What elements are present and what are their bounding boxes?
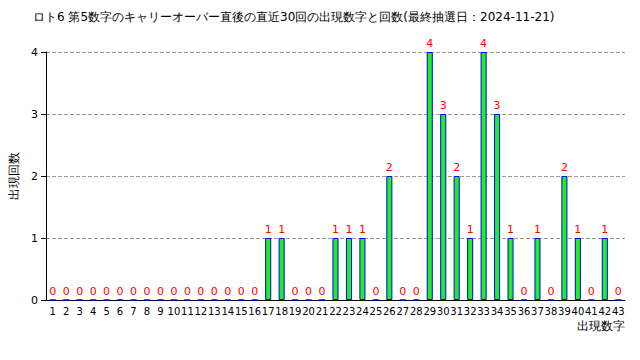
svg-text:1: 1 <box>359 223 366 236</box>
svg-text:20: 20 <box>302 306 315 317</box>
svg-text:30: 30 <box>437 306 450 317</box>
svg-text:1: 1 <box>345 223 352 236</box>
svg-text:0: 0 <box>305 285 312 298</box>
svg-text:0: 0 <box>130 285 137 298</box>
svg-text:24: 24 <box>356 306 369 317</box>
svg-text:0: 0 <box>372 285 379 298</box>
svg-text:43: 43 <box>612 306 625 317</box>
svg-text:12: 12 <box>194 306 207 317</box>
svg-text:0: 0 <box>319 285 326 298</box>
svg-text:0: 0 <box>103 285 110 298</box>
svg-text:1: 1 <box>278 223 285 236</box>
svg-text:33: 33 <box>477 306 490 317</box>
svg-text:1: 1 <box>534 223 541 236</box>
svg-text:3: 3 <box>31 108 38 121</box>
svg-text:40: 40 <box>572 306 585 317</box>
svg-text:1: 1 <box>265 223 272 236</box>
svg-text:18: 18 <box>275 306 288 317</box>
svg-text:3: 3 <box>494 99 501 112</box>
svg-text:27: 27 <box>396 306 409 317</box>
svg-text:ロト6 第5数字のキャリーオーバー直後の直近30回の出現数字: ロト6 第5数字のキャリーオーバー直後の直近30回の出現数字と回数(最終抽選日：… <box>33 10 554 24</box>
svg-text:2: 2 <box>31 170 38 183</box>
svg-text:32: 32 <box>464 306 477 317</box>
svg-text:22: 22 <box>329 306 342 317</box>
svg-text:16: 16 <box>248 306 261 317</box>
svg-text:26: 26 <box>383 306 396 317</box>
svg-text:0: 0 <box>238 285 245 298</box>
svg-text:34: 34 <box>491 306 504 317</box>
svg-text:0: 0 <box>292 285 299 298</box>
svg-text:0: 0 <box>521 285 528 298</box>
svg-text:0: 0 <box>90 285 97 298</box>
svg-text:0: 0 <box>588 285 595 298</box>
svg-text:2: 2 <box>63 306 69 317</box>
svg-text:17: 17 <box>262 306 275 317</box>
svg-text:37: 37 <box>531 306 544 317</box>
svg-text:36: 36 <box>518 306 531 317</box>
svg-text:1: 1 <box>31 232 38 245</box>
svg-text:0: 0 <box>76 285 83 298</box>
svg-text:8: 8 <box>144 306 150 317</box>
svg-text:0: 0 <box>413 285 420 298</box>
svg-text:4: 4 <box>90 306 96 317</box>
svg-text:35: 35 <box>504 306 517 317</box>
svg-text:2: 2 <box>386 161 393 174</box>
svg-text:31: 31 <box>450 306 463 317</box>
svg-text:1: 1 <box>467 223 474 236</box>
svg-text:13: 13 <box>208 306 221 317</box>
svg-text:0: 0 <box>170 285 177 298</box>
svg-text:0: 0 <box>197 285 204 298</box>
svg-text:0: 0 <box>143 285 150 298</box>
svg-text:9: 9 <box>157 306 163 317</box>
svg-text:21: 21 <box>316 306 329 317</box>
svg-text:42: 42 <box>598 306 611 317</box>
svg-text:29: 29 <box>423 306 436 317</box>
svg-text:39: 39 <box>558 306 571 317</box>
svg-text:41: 41 <box>585 306 598 317</box>
svg-text:0: 0 <box>184 285 191 298</box>
svg-text:0: 0 <box>251 285 258 298</box>
svg-text:出現数字: 出現数字 <box>577 319 625 333</box>
svg-text:19: 19 <box>289 306 302 317</box>
svg-text:15: 15 <box>235 306 248 317</box>
svg-text:0: 0 <box>117 285 124 298</box>
svg-text:5: 5 <box>103 306 109 317</box>
svg-text:1: 1 <box>601 223 608 236</box>
svg-text:0: 0 <box>31 294 38 307</box>
svg-text:0: 0 <box>224 285 231 298</box>
svg-text:14: 14 <box>221 306 234 317</box>
svg-text:25: 25 <box>370 306 383 317</box>
svg-text:4: 4 <box>426 37 433 50</box>
svg-text:1: 1 <box>574 223 581 236</box>
svg-text:4: 4 <box>480 37 487 50</box>
svg-text:6: 6 <box>117 306 123 317</box>
svg-text:11: 11 <box>181 306 194 317</box>
svg-text:23: 23 <box>343 306 356 317</box>
svg-text:2: 2 <box>453 161 460 174</box>
svg-text:0: 0 <box>615 285 622 298</box>
svg-text:0: 0 <box>157 285 164 298</box>
svg-text:0: 0 <box>49 285 56 298</box>
svg-text:1: 1 <box>50 306 56 317</box>
svg-text:0: 0 <box>399 285 406 298</box>
svg-text:出現回数: 出現回数 <box>7 152 21 200</box>
svg-text:28: 28 <box>410 306 423 317</box>
svg-text:10: 10 <box>168 306 181 317</box>
svg-text:3: 3 <box>76 306 82 317</box>
svg-text:3: 3 <box>440 99 447 112</box>
svg-text:4: 4 <box>31 46 38 59</box>
svg-text:2: 2 <box>561 161 568 174</box>
svg-text:1: 1 <box>507 223 514 236</box>
svg-text:38: 38 <box>545 306 558 317</box>
svg-text:1: 1 <box>332 223 339 236</box>
svg-text:0: 0 <box>547 285 554 298</box>
svg-text:7: 7 <box>130 306 136 317</box>
svg-text:0: 0 <box>211 285 218 298</box>
svg-text:0: 0 <box>63 285 70 298</box>
